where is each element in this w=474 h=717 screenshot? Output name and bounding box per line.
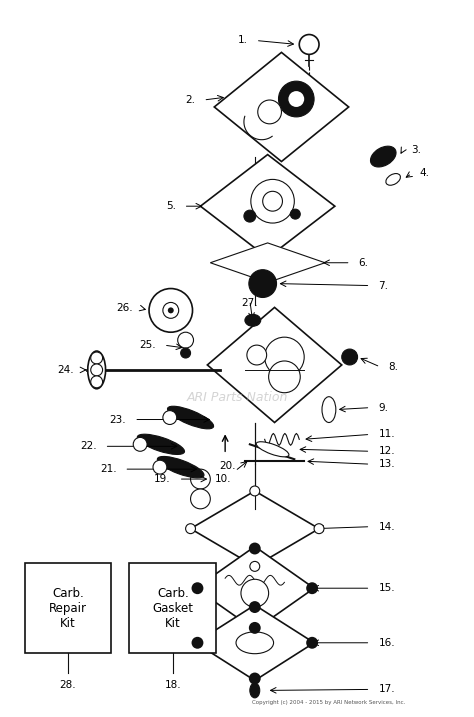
Bar: [25, 564, 111, 652]
Ellipse shape: [245, 314, 261, 326]
Text: 7.: 7.: [378, 280, 388, 290]
Text: 20.: 20.: [219, 461, 236, 471]
Text: 22.: 22.: [80, 442, 97, 451]
Text: 9.: 9.: [378, 403, 388, 412]
Text: 14.: 14.: [378, 522, 395, 532]
Circle shape: [186, 523, 195, 533]
Ellipse shape: [322, 397, 336, 422]
Polygon shape: [195, 605, 314, 680]
Text: 28.: 28.: [60, 680, 76, 690]
Text: 6.: 6.: [358, 257, 369, 267]
Text: 23.: 23.: [109, 414, 126, 424]
Text: ARI Parts Nation: ARI Parts Nation: [186, 391, 288, 404]
Circle shape: [258, 100, 282, 124]
Circle shape: [241, 579, 269, 607]
Circle shape: [250, 561, 260, 571]
Text: Carb.
Gasket
Kit: Carb. Gasket Kit: [152, 587, 193, 630]
Circle shape: [342, 349, 357, 365]
Ellipse shape: [250, 683, 260, 698]
Text: 4.: 4.: [420, 168, 430, 179]
Circle shape: [163, 411, 177, 424]
Circle shape: [314, 523, 324, 533]
Circle shape: [269, 361, 300, 393]
Text: 8.: 8.: [388, 362, 398, 372]
Text: Copyright (c) 2004 - 2015 by ARI Network Services, Inc.: Copyright (c) 2004 - 2015 by ARI Network…: [252, 700, 406, 705]
Text: 27.: 27.: [242, 298, 258, 308]
Text: 15.: 15.: [378, 583, 395, 593]
Text: 26.: 26.: [117, 303, 133, 313]
Ellipse shape: [256, 442, 289, 457]
Circle shape: [244, 210, 256, 222]
Circle shape: [163, 303, 179, 318]
Circle shape: [249, 601, 261, 613]
Ellipse shape: [386, 174, 401, 185]
Circle shape: [249, 270, 276, 298]
Circle shape: [250, 486, 260, 496]
Text: 25.: 25.: [139, 340, 156, 350]
Circle shape: [291, 209, 300, 219]
Ellipse shape: [137, 435, 184, 455]
Circle shape: [91, 352, 102, 364]
Text: 19.: 19.: [154, 474, 171, 484]
Text: 11.: 11.: [378, 429, 395, 440]
Polygon shape: [214, 52, 349, 161]
Circle shape: [306, 582, 318, 594]
Circle shape: [178, 332, 193, 348]
Polygon shape: [195, 546, 314, 630]
Circle shape: [306, 637, 318, 649]
Circle shape: [153, 460, 167, 474]
Circle shape: [191, 469, 210, 489]
Text: 17.: 17.: [378, 685, 395, 695]
Circle shape: [288, 91, 304, 107]
Text: Carb.
Repair
Kit: Carb. Repair Kit: [49, 587, 87, 630]
Text: 13.: 13.: [378, 459, 395, 469]
Text: 12.: 12.: [378, 446, 395, 456]
Ellipse shape: [167, 407, 214, 429]
Circle shape: [149, 288, 192, 332]
Circle shape: [91, 364, 102, 376]
Ellipse shape: [88, 351, 106, 389]
Polygon shape: [210, 243, 325, 282]
Text: 24.: 24.: [57, 365, 74, 375]
Ellipse shape: [371, 146, 396, 167]
Circle shape: [181, 348, 191, 358]
Circle shape: [249, 622, 261, 634]
Circle shape: [249, 673, 261, 685]
Ellipse shape: [157, 457, 204, 478]
Text: 1.: 1.: [238, 35, 248, 45]
Text: 3.: 3.: [411, 145, 421, 155]
Circle shape: [249, 543, 261, 554]
Circle shape: [263, 191, 283, 211]
Circle shape: [91, 376, 102, 388]
Polygon shape: [201, 155, 335, 258]
Circle shape: [191, 637, 203, 649]
Text: 21.: 21.: [100, 464, 117, 474]
Bar: [129, 564, 216, 652]
Circle shape: [247, 345, 267, 365]
Text: 10.: 10.: [215, 474, 231, 484]
Circle shape: [264, 337, 304, 377]
Text: 2.: 2.: [185, 95, 195, 105]
Ellipse shape: [236, 632, 273, 654]
Circle shape: [133, 437, 147, 451]
Circle shape: [251, 179, 294, 223]
Text: 18.: 18.: [164, 680, 181, 690]
Polygon shape: [207, 308, 342, 422]
Circle shape: [168, 308, 174, 313]
Circle shape: [279, 81, 314, 117]
Circle shape: [191, 582, 203, 594]
Text: 5.: 5.: [166, 201, 176, 212]
Polygon shape: [191, 491, 319, 566]
Text: 16.: 16.: [378, 638, 395, 647]
Circle shape: [191, 489, 210, 509]
Circle shape: [299, 34, 319, 54]
